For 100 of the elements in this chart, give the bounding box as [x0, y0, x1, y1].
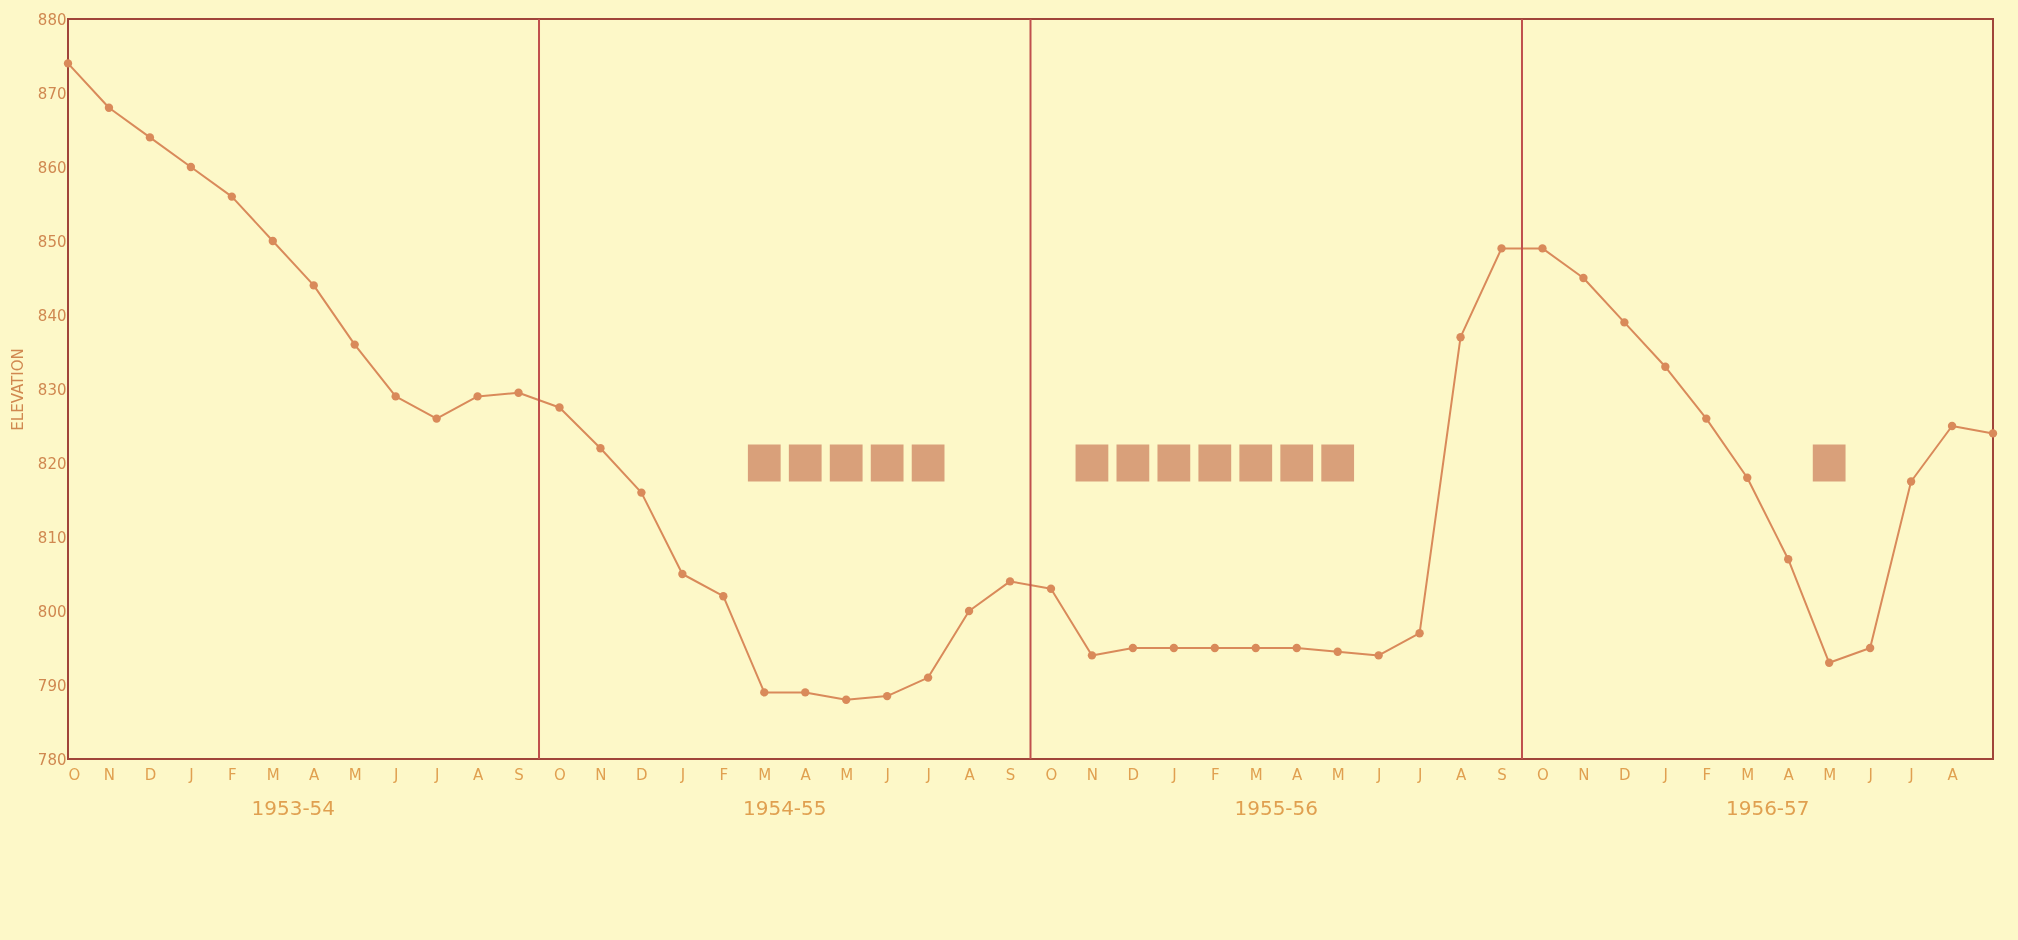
x-tick-label: N: [1086, 765, 1099, 784]
y-tick-label: 870: [37, 84, 67, 103]
x-tick-label: M: [1741, 765, 1755, 784]
point: [1538, 244, 1547, 253]
point: [309, 281, 318, 290]
point: [1906, 477, 1916, 486]
x-tick-label: F: [1210, 765, 1220, 784]
point: [719, 592, 728, 601]
x-tick-label: J: [1908, 765, 1914, 784]
x-tick-label: J: [188, 765, 194, 784]
x-tick-label: O: [1537, 765, 1549, 784]
point: [964, 606, 974, 616]
point: [63, 59, 73, 68]
x-tick-label: A: [964, 765, 976, 784]
x-tick-label: F: [1702, 765, 1712, 784]
point: [1824, 658, 1834, 667]
point: [1046, 584, 1056, 593]
point: [842, 695, 851, 704]
y-tick-label: 800: [37, 602, 67, 621]
y-tick-label: 780: [37, 750, 67, 769]
x-tick-label: J: [1662, 765, 1669, 784]
point: [760, 688, 769, 697]
x-tick-label: J: [884, 765, 890, 784]
x-tick-label: A: [472, 765, 484, 784]
y-tick-label: 850: [37, 232, 67, 251]
x-tick-label: M: [1331, 765, 1345, 784]
x-tick-label: J: [1867, 765, 1873, 784]
point: [1865, 643, 1875, 653]
y-tick-label: 880: [37, 10, 67, 29]
point: [1620, 318, 1629, 327]
point: [1374, 651, 1383, 660]
point: [596, 444, 605, 453]
x-tick-label: J: [1416, 765, 1423, 784]
point: [678, 569, 687, 579]
x-tick-label: N: [1578, 765, 1590, 784]
point: [1988, 429, 1998, 438]
y-tick-label: 860: [37, 158, 67, 177]
point: [1087, 651, 1097, 660]
x-tick-label: J: [392, 765, 399, 784]
point: [514, 388, 523, 397]
x-tick-label: S: [1005, 765, 1016, 784]
text: 1953-54: [251, 796, 336, 820]
x-tick-label: A: [1292, 765, 1304, 784]
x-tick-label: F: [719, 765, 729, 784]
x-tick-label: S: [1497, 765, 1507, 784]
x-tick-label: N: [103, 765, 116, 784]
x-tick-label: M: [1249, 765, 1263, 784]
point: [227, 192, 237, 201]
x-tick-label: D: [1127, 765, 1140, 784]
y-tick-label: 810: [37, 528, 67, 547]
x-tick-label: A: [309, 765, 321, 784]
point: [1947, 421, 1957, 431]
x-tick-label: S: [514, 765, 524, 784]
point: [432, 414, 441, 423]
y-tick-label: 790: [37, 676, 67, 695]
y-tick-label: 830: [37, 380, 67, 399]
point: [186, 162, 196, 172]
x-tick-label: A: [800, 765, 812, 784]
x-tick-label: A: [1947, 765, 1959, 784]
y-axis-title: ELEVATION: [8, 348, 27, 431]
point: [391, 392, 400, 401]
point: [1497, 244, 1506, 253]
x-tick-label: O: [68, 765, 81, 784]
point: [1702, 414, 1711, 423]
point: [1415, 629, 1424, 638]
x-tick-label: D: [144, 765, 157, 784]
point: [1784, 555, 1793, 564]
x-tick-label: J: [1171, 765, 1177, 784]
point: [1169, 643, 1179, 653]
y-tick-label: 840: [37, 306, 67, 325]
x-tick-label: O: [1045, 765, 1058, 784]
point: [1333, 647, 1342, 656]
x-tick-label: A: [1455, 765, 1467, 784]
point: [1579, 273, 1588, 283]
x-tick-label: M: [266, 765, 280, 784]
point: [1743, 473, 1752, 482]
x-tick-label: A: [1783, 765, 1795, 784]
text: 1956-57: [1725, 796, 1810, 820]
x-tick-label: D: [636, 765, 648, 784]
x-tick-label: J: [1375, 765, 1382, 784]
point: [1251, 643, 1260, 653]
point: [555, 403, 564, 412]
x-tick-label: F: [228, 765, 237, 784]
point: [268, 236, 277, 246]
point: [473, 392, 482, 401]
x-tick-label: O: [554, 765, 566, 784]
point: [882, 691, 892, 701]
y-tick-label: 820: [37, 454, 67, 473]
x-tick-label: M: [758, 765, 772, 784]
x-tick-label: M: [840, 765, 854, 784]
point: [145, 133, 155, 142]
text: 1954-55: [742, 796, 827, 820]
x-tick-label: N: [595, 765, 607, 784]
point: [1292, 643, 1301, 653]
x-tick-label: J: [433, 765, 440, 784]
point: [1210, 643, 1219, 653]
x-tick-label: D: [1619, 765, 1631, 784]
point: [104, 103, 114, 112]
point: [1128, 643, 1138, 653]
point: [1005, 577, 1015, 586]
